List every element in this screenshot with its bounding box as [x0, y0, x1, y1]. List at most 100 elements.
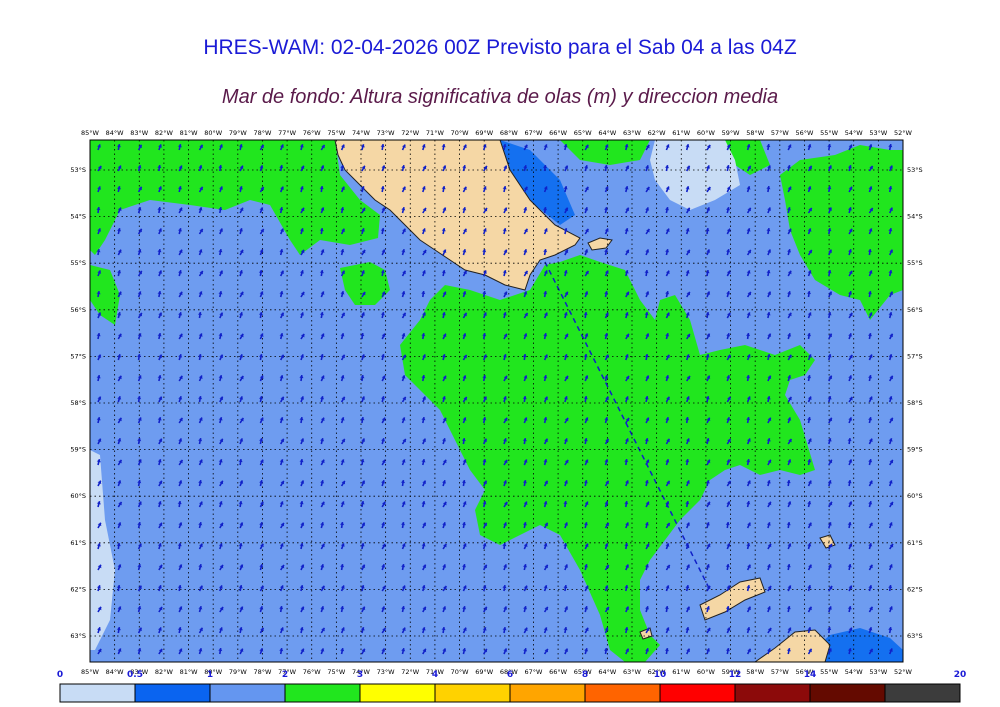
arrow-head: [604, 228, 609, 232]
arrow-head: [644, 564, 649, 568]
direction-arrow: [462, 501, 467, 508]
direction-arrow: [665, 522, 671, 529]
direction-arrow: [442, 648, 447, 655]
arrow-head: [747, 522, 751, 527]
arrow-head: [97, 228, 102, 232]
arrow-head: [462, 417, 467, 421]
direction-arrow: [848, 417, 853, 424]
arrow-head: [240, 375, 244, 380]
direction-arrow: [848, 354, 853, 361]
legend-swatch: [509, 683, 586, 703]
direction-arrow: [137, 437, 142, 445]
direction-arrow: [807, 165, 813, 172]
longitude-label: 67°W: [524, 668, 543, 676]
direction-arrow: [806, 290, 812, 298]
direction-arrow: [522, 521, 527, 529]
direction-arrow: [117, 501, 123, 508]
arrow-head: [116, 585, 121, 589]
direction-arrow: [198, 437, 203, 445]
direction-arrow: [645, 333, 650, 340]
direction-arrow: [502, 584, 507, 592]
arrow-head: [746, 354, 751, 358]
arrow-head: [645, 249, 650, 253]
direction-arrow: [259, 606, 264, 613]
direction-arrow: [624, 143, 629, 151]
direction-arrow: [421, 585, 426, 592]
direction-arrow: [441, 396, 446, 403]
latitude-label: 55°S: [907, 259, 923, 267]
direction-arrow: [442, 459, 447, 466]
direction-arrow: [158, 522, 163, 529]
arrow-head: [645, 459, 650, 464]
arrow-head: [401, 627, 406, 631]
direction-arrow: [137, 648, 142, 655]
arrow-head: [665, 291, 670, 295]
direction-arrow: [746, 480, 751, 487]
direction-arrow: [381, 585, 387, 592]
arrow-head: [137, 291, 142, 295]
arrow-head: [279, 165, 284, 169]
direction-arrow: [340, 521, 345, 529]
arrow-head: [522, 522, 527, 526]
direction-arrow: [564, 417, 569, 424]
arrow-head: [158, 312, 163, 316]
direction-arrow: [564, 207, 569, 214]
direction-arrow: [726, 270, 731, 277]
arrow-head: [787, 312, 792, 317]
arrow-head: [828, 249, 832, 253]
arrow-head: [280, 144, 284, 148]
arrow-head: [523, 291, 528, 295]
direction-arrow: [340, 605, 345, 613]
direction-arrow: [827, 227, 832, 235]
direction-arrow: [564, 564, 569, 571]
arrow-head: [198, 396, 203, 400]
direction-arrow: [706, 375, 711, 382]
arrow-head: [787, 375, 792, 379]
arrow-head: [178, 291, 183, 296]
arrow-head: [260, 543, 264, 548]
direction-arrow: [462, 270, 468, 277]
direction-arrow: [239, 165, 244, 172]
direction-arrow: [746, 228, 751, 235]
direction-arrow: [645, 165, 650, 172]
arrow-head: [360, 459, 365, 463]
direction-arrow: [401, 270, 407, 277]
direction-arrow: [259, 144, 265, 151]
direction-arrow: [807, 374, 812, 382]
direction-arrow: [320, 479, 325, 487]
direction-arrow: [381, 249, 386, 256]
arrow-head: [604, 585, 609, 589]
arrow-head: [340, 585, 345, 589]
arrow-head: [563, 627, 568, 631]
arrow-head: [118, 417, 122, 422]
arrow-head: [868, 354, 873, 358]
direction-arrow: [117, 291, 122, 298]
direction-arrow: [604, 270, 609, 277]
arrow-head: [218, 627, 223, 631]
arrow-head: [665, 543, 670, 547]
direction-arrow: [340, 291, 345, 298]
arrow-head: [605, 606, 609, 611]
arrow-head: [726, 543, 731, 547]
direction-arrow: [604, 543, 609, 550]
direction-arrow: [503, 501, 508, 508]
arrow-head: [523, 606, 528, 610]
arrow-head: [665, 270, 670, 275]
arrow-head: [645, 585, 650, 590]
direction-arrow: [888, 185, 893, 193]
arrow-head: [462, 375, 467, 379]
arrow-head: [808, 564, 812, 569]
direction-arrow: [746, 500, 751, 508]
arrow-head: [827, 312, 832, 316]
direction-arrow: [848, 501, 853, 508]
direction-arrow: [523, 312, 529, 319]
arrow-head: [402, 186, 406, 191]
arrow-head: [645, 165, 650, 169]
direction-arrow: [584, 501, 589, 508]
arrow-head: [888, 354, 893, 358]
arrow-head: [137, 459, 142, 463]
legend-swatch: [284, 683, 361, 703]
direction-arrow: [583, 311, 588, 319]
direction-arrow: [401, 354, 407, 361]
direction-arrow: [685, 396, 690, 403]
